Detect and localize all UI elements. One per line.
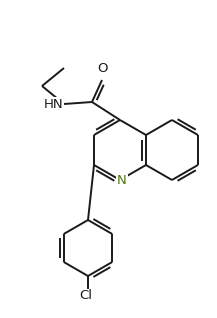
Text: O: O: [98, 62, 108, 75]
Text: HN: HN: [43, 98, 63, 110]
Text: Cl: Cl: [79, 289, 92, 302]
Text: N: N: [117, 174, 127, 186]
